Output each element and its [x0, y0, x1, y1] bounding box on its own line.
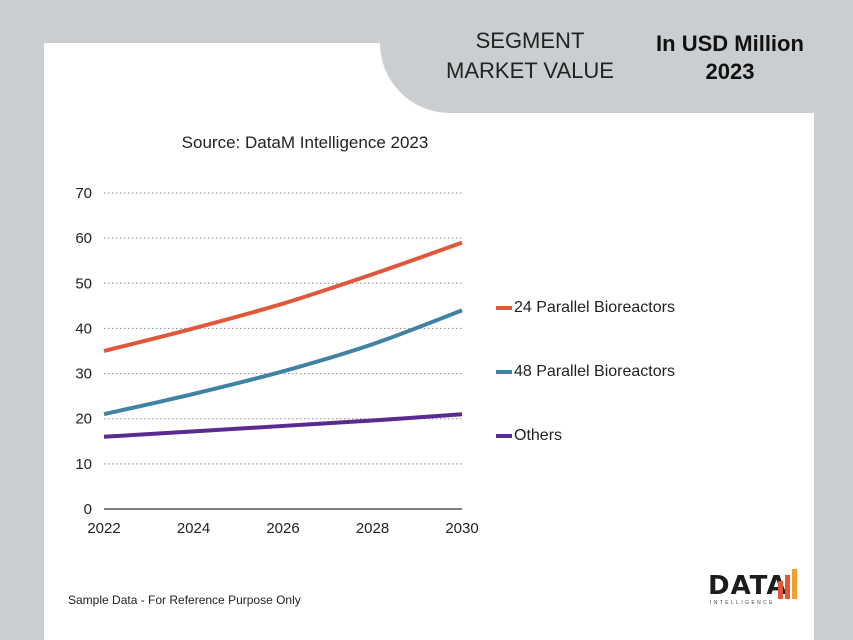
y-tick-label: 0 [84, 501, 92, 518]
series-line-2 [103, 412, 463, 439]
chart-legend: 24 Parallel Bioreactors 48 Parallel Bior… [496, 298, 675, 490]
content-card [44, 43, 814, 640]
y-tick-label: 30 [75, 366, 92, 383]
x-tick-label: 2022 [87, 520, 120, 537]
legend-item-48-parallel: 48 Parallel Bioreactors [496, 362, 675, 382]
x-tick-label: 2026 [266, 520, 299, 537]
x-tick-label: 2030 [445, 520, 478, 537]
y-tick-label: 60 [75, 230, 92, 247]
x-tick-label: 2024 [177, 520, 210, 537]
y-tick-label: 10 [75, 456, 92, 473]
legend-label: 48 Parallel Bioreactors [514, 363, 675, 380]
legend-label: 24 Parallel Bioreactors [514, 299, 675, 316]
y-tick-label: 40 [75, 320, 92, 337]
chart-title: Source: DataM Intelligence 2023 [181, 133, 429, 152]
legend-label: Others [514, 427, 563, 444]
legend-swatch [496, 306, 512, 310]
segment-title: SEGMENT MARKET VALUE [446, 28, 614, 83]
legend-item-24-parallel: 24 Parallel Bioreactors [496, 298, 675, 318]
x-tick-label: 2028 [356, 520, 389, 537]
y-tick-label: 70 [75, 185, 92, 202]
legend-swatch [496, 370, 512, 374]
legend-item-others: Others [496, 426, 675, 446]
logo-text: DATA [708, 571, 788, 601]
logo-bars-icon [778, 569, 797, 599]
sample-data-note: Sample Data - For Reference Purpose Only [68, 593, 301, 607]
datam-logo: DATA INTELLIGENCE [708, 565, 800, 609]
series-line-0 [103, 240, 463, 353]
y-tick-label: 20 [75, 411, 92, 428]
header-banner [380, 0, 853, 113]
legend-swatch [496, 434, 512, 438]
logo-subtext: INTELLIGENCE [710, 600, 775, 606]
unit-title: In USD Million 2023 [656, 31, 804, 84]
y-tick-label: 50 [75, 275, 92, 292]
series-line-1 [103, 308, 463, 417]
